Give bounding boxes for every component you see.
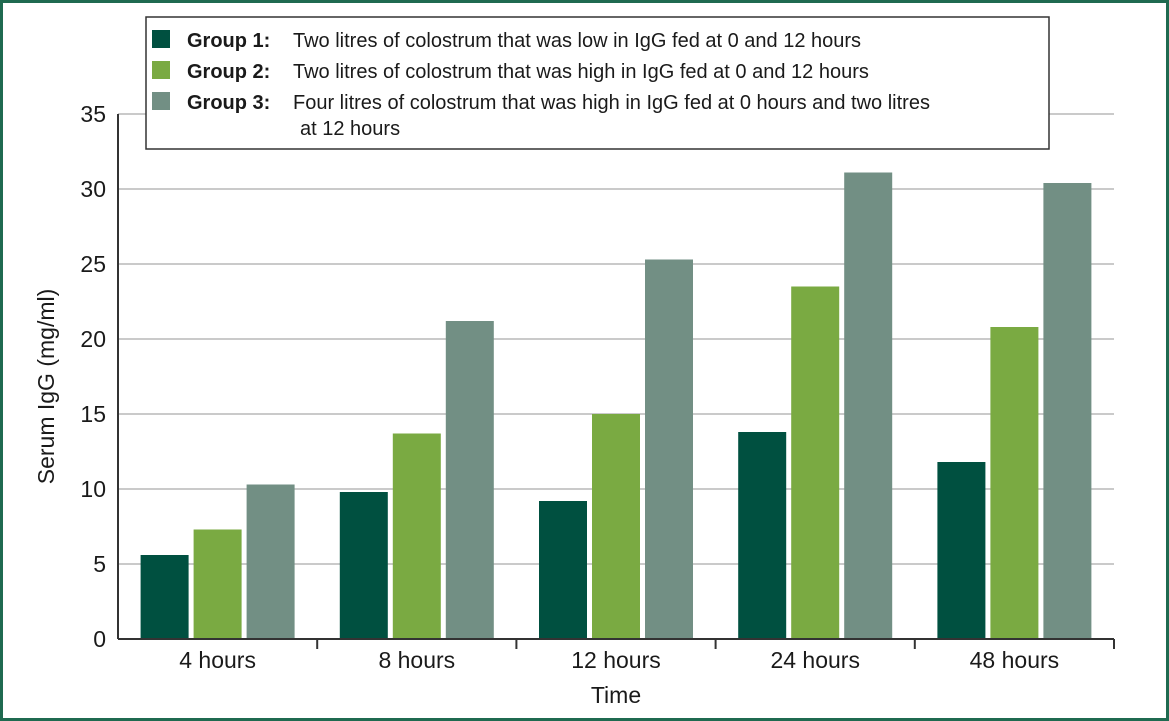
x-tick-labels: 4 hours 8 hours 12 hours 24 hours 48 hours (179, 639, 1115, 673)
bar-group3-4-hours (246, 484, 295, 639)
legend-swatch-group1 (152, 30, 170, 48)
legend-swatch-group3 (152, 92, 170, 110)
legend-label-group2: Two litres of colostrum that was high in… (293, 61, 869, 83)
y-axis-title: Serum IgG (mg/ml) (33, 289, 59, 485)
legend-swatch-group2 (152, 61, 170, 79)
axes (117, 114, 1114, 640)
y-tick-label: 30 (80, 176, 106, 202)
y-tick-label: 10 (80, 476, 106, 502)
bar-group1-48-hours (937, 462, 986, 639)
x-tick-label: 24 hours (770, 647, 860, 673)
legend-key-group2: Group 2: (187, 61, 270, 83)
bar-group3-12-hours (645, 259, 693, 639)
bar-group1-8-hours (339, 492, 388, 639)
legend-key-group3: Group 3: (187, 92, 270, 114)
bar-group2-24-hours (791, 286, 840, 639)
bar-group2-48-hours (990, 327, 1039, 639)
y-tick-label: 20 (80, 326, 106, 352)
bar-group1-4-hours (140, 555, 189, 639)
y-tick-label: 5 (93, 551, 106, 577)
x-axis-title: Time (591, 682, 641, 708)
y-tick-label: 15 (80, 401, 106, 427)
bar-group3-48-hours (1043, 183, 1092, 639)
legend: Group 1: Two litres of colostrum that was… (145, 16, 1050, 150)
x-tick-label: 8 hours (378, 647, 455, 673)
y-tick-label: 25 (80, 251, 106, 277)
bar-group2-8-hours (392, 433, 441, 639)
x-tick-label: 48 hours (970, 647, 1060, 673)
legend-box (145, 16, 1050, 150)
bar-group2-12-hours (592, 414, 640, 639)
bar-group3-8-hours (445, 321, 494, 639)
x-tick-label: 12 hours (571, 647, 661, 673)
bar-group1-12-hours (539, 501, 587, 639)
y-tick-label: 35 (80, 101, 106, 127)
legend-label-group3: Four litres of colostrum that was high i… (293, 92, 930, 114)
bars (140, 172, 1092, 639)
legend-key-group1: Group 1: (187, 30, 270, 52)
y-tick-label: 0 (93, 626, 106, 652)
bar-group3-24-hours (844, 172, 893, 639)
bar-group2-4-hours (193, 529, 242, 639)
x-tick-label: 4 hours (179, 647, 256, 673)
bar-group1-24-hours (738, 432, 787, 639)
y-tick-labels: 0 5 10 15 20 25 30 35 (80, 101, 106, 652)
legend-label-group1: Two litres of colostrum that was low in … (293, 30, 861, 52)
legend-label-group3: at 12 hours (300, 118, 400, 140)
